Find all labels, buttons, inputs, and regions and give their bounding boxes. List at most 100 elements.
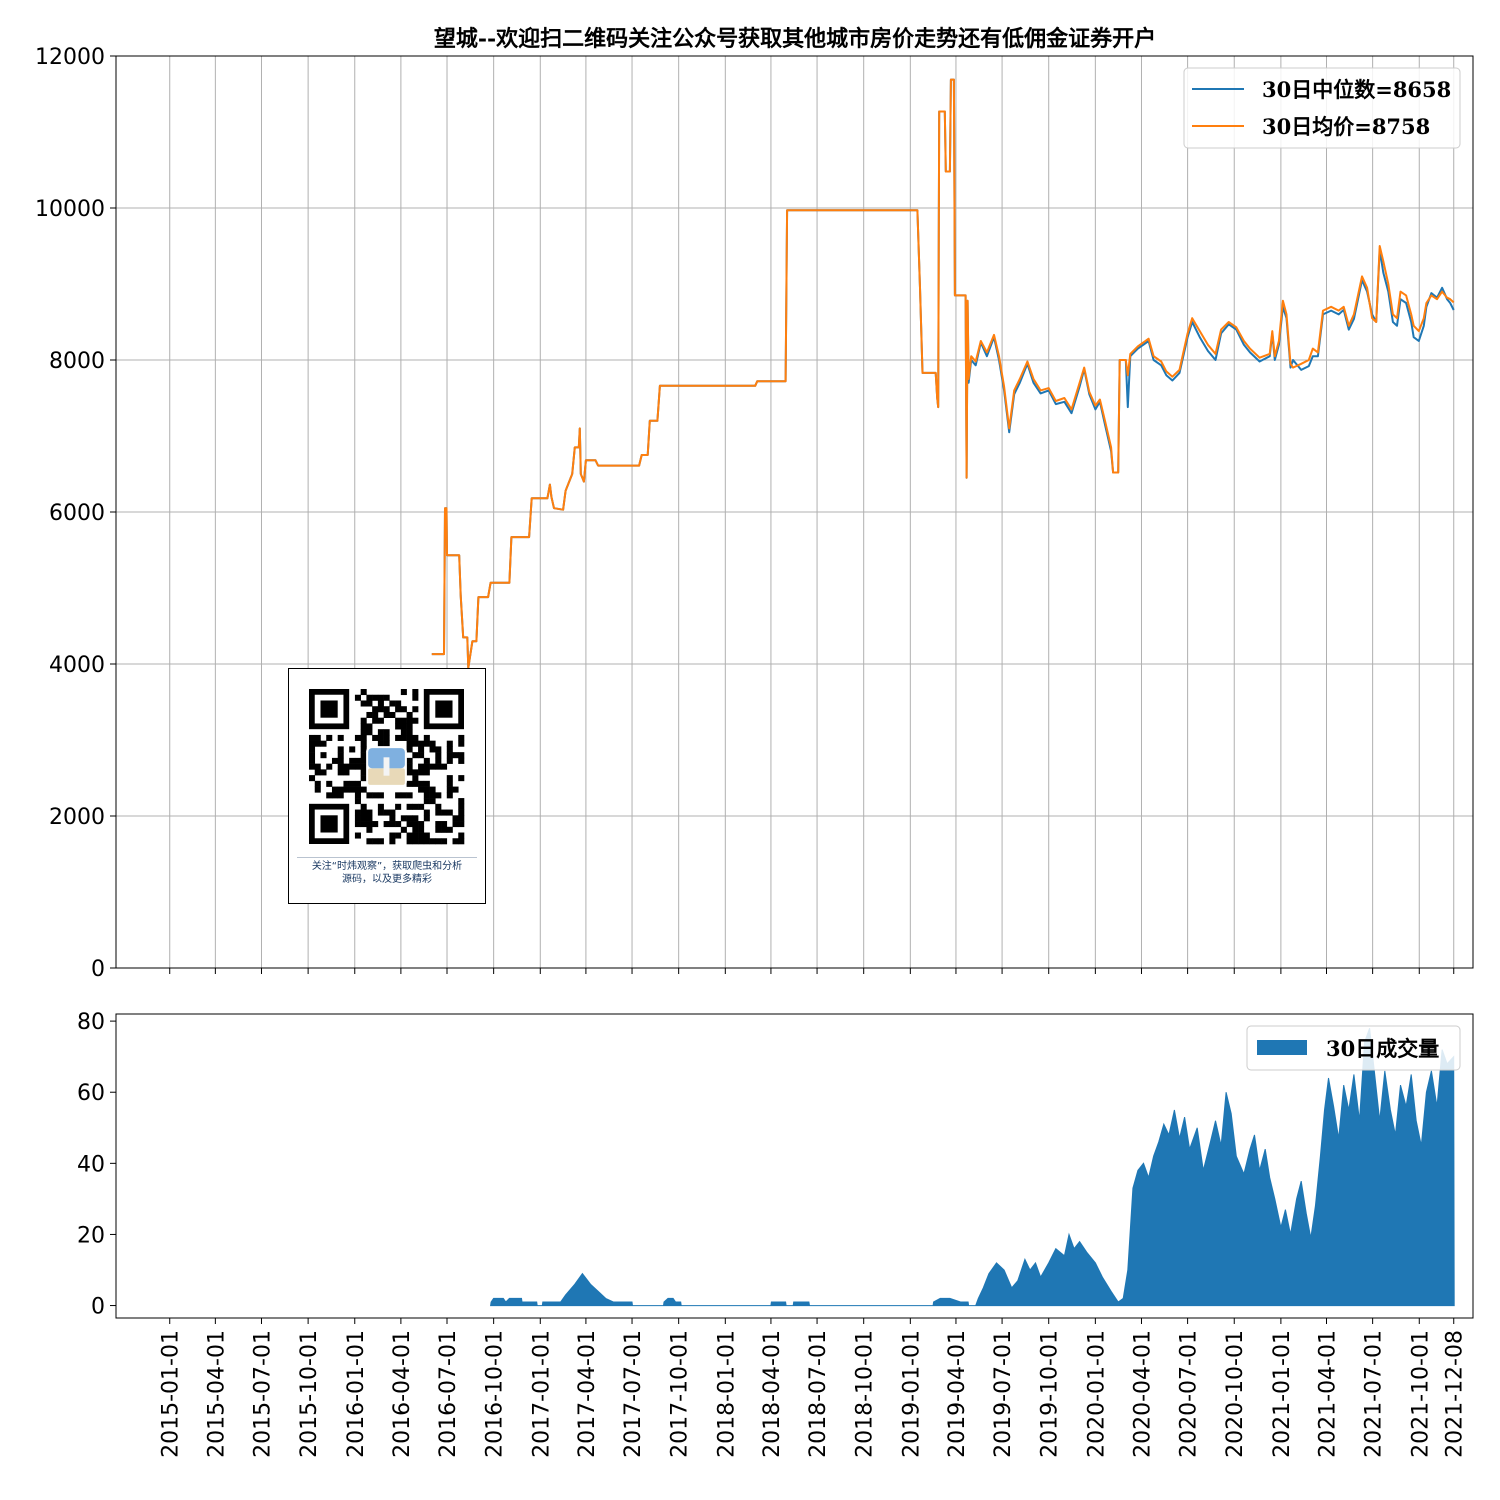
qr-module — [395, 734, 402, 741]
qr-module — [406, 723, 413, 730]
qr-module — [320, 740, 327, 747]
qr-module — [441, 826, 448, 833]
qr-module — [406, 734, 413, 741]
qr-module — [343, 769, 350, 776]
qr-module — [383, 706, 390, 713]
qr-module — [458, 809, 465, 816]
qr-module — [412, 769, 419, 776]
legend-label: 30日中位数=8658 — [1262, 77, 1451, 102]
qr-module — [458, 740, 465, 747]
qr-module — [406, 711, 413, 719]
y-tick-label: 2000 — [49, 805, 105, 830]
x-tick-label: 2018-01-01 — [714, 1330, 739, 1458]
qr-module — [366, 826, 373, 833]
qr-module — [458, 734, 465, 741]
qr-module — [452, 821, 459, 828]
qr-module — [429, 740, 436, 747]
qr-module — [372, 838, 379, 845]
plot-frame — [115, 1013, 1474, 1319]
qr-module — [418, 826, 425, 833]
qr-module — [435, 821, 442, 828]
qr-module — [395, 803, 402, 810]
qr-module — [458, 815, 465, 822]
qr-module — [423, 786, 430, 793]
price-chart: 02000400060008000100001200030日中位数=865830… — [35, 45, 1474, 982]
x-tick-label: 2017-01-01 — [529, 1330, 554, 1458]
qr-module — [435, 752, 442, 759]
qr-module — [377, 838, 384, 845]
qr-finder — [320, 700, 338, 718]
qr-module — [429, 792, 436, 799]
qr-module — [372, 706, 379, 713]
qr-module — [377, 717, 384, 724]
qr-module — [354, 792, 361, 799]
qr-module — [360, 757, 367, 764]
x-tick-label: 2020-07-01 — [1177, 1330, 1202, 1458]
qr-module — [360, 746, 367, 753]
x-tick-label: 2021-10-01 — [1408, 1330, 1433, 1458]
qr-module — [435, 792, 442, 799]
qr-module — [458, 832, 465, 839]
qr-module — [423, 815, 430, 822]
qr-module — [400, 826, 407, 833]
qr-module — [349, 746, 356, 753]
qr-module — [354, 734, 361, 741]
qr-module — [360, 803, 367, 810]
qr-module — [446, 740, 453, 747]
qr-module — [326, 734, 333, 741]
qr-module — [412, 740, 419, 747]
qr-module — [406, 740, 413, 747]
qr-module — [360, 815, 367, 822]
qr-module — [354, 694, 361, 701]
qr-module — [458, 775, 465, 782]
chart-title: 望城--欢迎扫二维码关注公众号获取其他城市房价走势还有低佣金证券开户 — [434, 26, 1156, 52]
qr-module — [412, 780, 419, 787]
qr-module — [383, 740, 390, 747]
qr-module — [377, 700, 384, 707]
legend-box — [1183, 67, 1461, 149]
qr-module — [337, 752, 344, 759]
qr-module — [423, 757, 430, 764]
x-tick-label: 2018-10-01 — [853, 1330, 878, 1458]
qr-module — [366, 792, 373, 799]
qr-module — [354, 798, 361, 805]
qr-module — [423, 763, 430, 770]
qr-module — [349, 780, 356, 787]
qr-caption-line-1: 关注“时炜观察”，获取爬虫和分析 — [311, 861, 463, 872]
x-tick-label: 2018-07-01 — [806, 1330, 831, 1458]
qr-module — [354, 763, 361, 770]
qr-module — [423, 832, 430, 839]
qr-module — [435, 757, 442, 764]
qr-module — [412, 706, 419, 713]
y-tick-label: 12000 — [35, 45, 105, 70]
qr-module — [412, 832, 419, 839]
qr-module — [314, 780, 321, 787]
qr-module — [412, 803, 419, 810]
x-tick-label: 2021-07-01 — [1362, 1330, 1387, 1458]
qr-module — [429, 838, 436, 845]
qr-module — [337, 734, 344, 741]
qr-module — [441, 838, 448, 845]
y-tick-label: 4000 — [49, 653, 105, 678]
qr-module — [418, 752, 425, 759]
qr-module — [343, 780, 350, 787]
x-tick-label: 2015-10-01 — [297, 1330, 322, 1458]
qr-module — [377, 792, 384, 799]
qr-module — [326, 780, 333, 787]
x-tick-label: 2015-01-01 — [159, 1330, 184, 1458]
qr-module — [331, 786, 339, 793]
qr-module — [372, 717, 379, 724]
qr-module — [406, 769, 413, 776]
qr-module — [354, 809, 361, 816]
qr-module — [331, 757, 339, 764]
qr-module — [383, 821, 390, 828]
qr-code-image — [309, 689, 465, 845]
qr-module — [400, 717, 407, 724]
qr-module — [389, 821, 396, 828]
qr-module — [400, 815, 407, 822]
legend: 30日中位数=8658 30日均价=8758 — [1183, 67, 1461, 149]
qr-module — [360, 763, 367, 770]
qr-module — [354, 815, 361, 822]
qr-module — [423, 809, 430, 816]
qr-module — [383, 711, 390, 719]
